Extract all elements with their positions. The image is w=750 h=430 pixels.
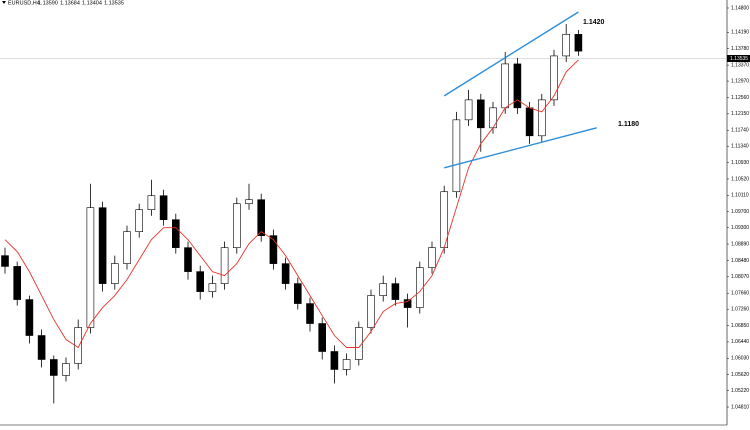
current-price-label: 1.13535 (730, 56, 748, 62)
y-tick-label: 1.07260 (731, 306, 749, 312)
candle-body (49, 359, 58, 376)
candle-body (37, 335, 46, 360)
candle-body (501, 63, 510, 109)
current-price-box (727, 55, 750, 63)
candle-body (550, 55, 558, 101)
candle-body (123, 231, 131, 264)
y-tick-label: 1.12970 (731, 78, 749, 84)
header-price: 1.13590 (38, 0, 58, 6)
candle-body (489, 107, 497, 129)
y-tick-label: 1.07660 (731, 291, 749, 297)
candle-body (135, 209, 143, 232)
candle-body (513, 63, 522, 109)
candle-body (111, 263, 119, 284)
annotation: 1.1180 (618, 121, 639, 128)
trendline (444, 127, 597, 169)
y-tick-label: 1.10930 (731, 160, 749, 166)
candle-body (476, 99, 485, 129)
y-tick-label: 1.12150 (731, 111, 749, 117)
y-tick-label: 1.11740 (731, 128, 749, 134)
header-price: 1.13535 (104, 0, 124, 6)
candle-body (391, 283, 400, 300)
candle-body (208, 283, 217, 292)
candle-body (147, 195, 156, 211)
candle-body (220, 247, 229, 284)
candle-body (293, 283, 302, 304)
y-tick-label: 1.06850 (731, 323, 749, 329)
y-tick-label: 1.10110 (731, 193, 749, 199)
candle-body (98, 207, 107, 284)
candle-body (269, 235, 278, 264)
symbol-menu-icon[interactable] (2, 1, 6, 4)
candle-body (318, 323, 327, 352)
y-tick-label: 1.13780 (731, 46, 749, 52)
candle-body (354, 327, 363, 360)
y-tick-label: 1.08070 (731, 274, 749, 280)
symbol: EURUSD,H4 (8, 0, 40, 6)
candle-body (257, 199, 266, 236)
candle-body (428, 247, 436, 268)
candle-body (86, 207, 95, 328)
candle-body (13, 266, 21, 300)
candle-body (159, 195, 168, 220)
candle-body (330, 351, 339, 370)
candle-body (525, 107, 534, 137)
candle-body (367, 295, 375, 328)
moving-average (4, 59, 579, 349)
candle-body (306, 303, 314, 324)
candle-body (172, 219, 180, 248)
candle-body (537, 99, 546, 137)
y-tick-label: 1.10520 (731, 176, 749, 182)
candle-body (415, 267, 424, 308)
y-tick-label: 1.05620 (731, 372, 749, 378)
candle-body (25, 299, 34, 336)
y-tick-label: 1.08480 (731, 258, 749, 264)
candle-body (452, 119, 461, 193)
candle-body (464, 99, 473, 121)
candle-body (281, 263, 290, 284)
y-tick-label: 1.11340 (731, 144, 749, 150)
candle-body (379, 283, 388, 296)
candle-body (562, 34, 571, 57)
candle-body (62, 363, 70, 376)
candle-body (574, 34, 583, 52)
header-price: 1.13684 (60, 0, 80, 6)
candle-body (1, 255, 9, 267)
y-tick-label: 1.05220 (731, 388, 749, 394)
y-tick-label: 1.06440 (731, 339, 749, 345)
candle-body (403, 299, 412, 308)
header-price: 1.13404 (82, 0, 102, 6)
candle-body (342, 359, 351, 370)
y-tick-label: 1.04810 (731, 404, 749, 410)
y-tick-label: 1.09300 (731, 225, 749, 231)
y-tick-label: 1.09700 (731, 209, 749, 215)
y-tick-label: 1.14190 (731, 30, 749, 36)
candle-body (184, 247, 192, 272)
y-tick-label: 1.13370 (731, 62, 749, 68)
candle-body (233, 203, 241, 248)
trendline (443, 11, 579, 97)
candle-body (196, 271, 204, 292)
y-tick-label: 1.06030 (731, 356, 749, 362)
y-tick-label: 1.08890 (731, 241, 749, 247)
annotation: 1.1420 (583, 19, 605, 26)
candle-body (245, 199, 253, 205)
y-tick-label: 1.12560 (731, 95, 749, 101)
y-tick-label: 1.14800 (731, 5, 749, 11)
